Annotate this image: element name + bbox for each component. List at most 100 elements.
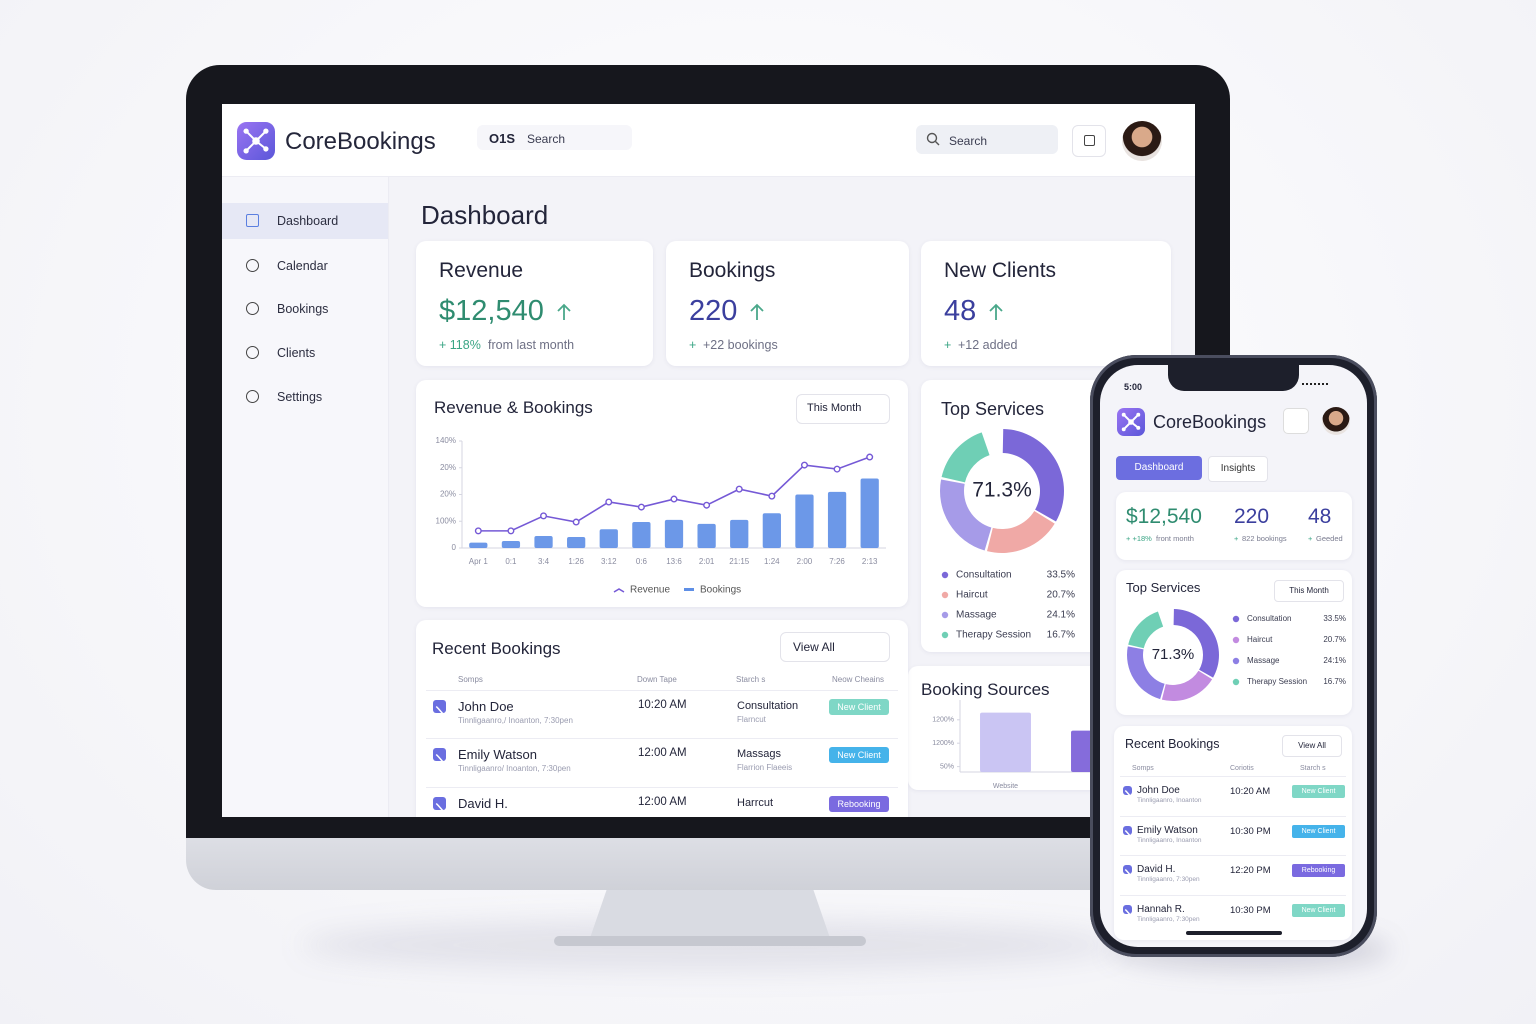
status-tag: Rebooking [1292,864,1345,877]
stat-card: Bookings 220 + +22 bookings [666,241,909,366]
view-all-button[interactable]: View All [1282,735,1342,757]
view-all-label: View All [793,640,835,654]
logo [237,122,275,160]
booking-time: 10:30 PM [1230,826,1271,837]
stat-label: Bookings [689,259,776,282]
bar [632,522,651,548]
bar [697,523,716,548]
legend-dot [941,591,949,599]
booking-time: 12:20 PM [1230,865,1271,876]
nav-item[interactable]: Calendar [277,259,328,273]
org-switch[interactable] [477,125,632,150]
legend-label: Massage [1247,656,1280,665]
chart-card: Revenue & Bookings This Month 0 100% 20% 20% 1… [416,380,908,607]
logo-icon [1121,412,1141,432]
stat-note: front month [1156,534,1194,543]
column-header: Coriotis [1230,765,1254,772]
nav-item[interactable]: Dashboard [277,214,339,228]
chart-card: Top Services This Month 71.3% Consultation 3… [1116,570,1352,715]
stat-card: New Clients 48 + +12 added [921,241,1171,366]
point [474,527,482,535]
legend-label: Bookings [700,585,741,596]
org-name: O1S [489,131,516,146]
row-divider [1120,776,1346,777]
client-name: Hannah R. [1137,904,1185,915]
point [507,527,515,535]
bar [501,541,521,548]
donut-center-label: 71.3% [1152,646,1195,663]
checkbox-tick [435,705,444,713]
status-tag: New Client [1292,825,1345,838]
legend-label: Therapy Session [956,630,1031,641]
checkbox-tick [1124,829,1131,835]
period-select[interactable]: This Month [1274,580,1344,602]
stat-note: +12 added [958,338,1018,352]
donut-hole [966,455,1038,527]
chart-title: Top Services [941,399,1045,419]
legend-value: 16.7% [1047,630,1075,641]
legend-value: 20.7% [1047,590,1075,601]
service-detail: Flarrion Flaeeis [737,763,793,772]
section-title: Recent Bookings [1125,737,1220,751]
period-select[interactable] [796,394,890,424]
legend-dot [1232,678,1240,686]
stat-card: Revenue $12,540 + 118% from last month [416,241,653,366]
calendar-button[interactable] [1072,125,1106,157]
point [703,501,711,509]
checkbox [1123,865,1132,874]
legend-dot [1232,657,1240,665]
notch [1168,365,1299,391]
logo-dot [243,128,249,134]
services-chart: 71.3% Consultation 33.5% Haircut 20.7% Massag… [1127,609,1346,701]
tab[interactable]: Insights [1208,456,1268,482]
logo-dot [243,148,249,154]
phone-screen: 5:00 CoreBookings Dashboard Insights $12,540… [1100,365,1367,947]
status-tag: New Client [1292,785,1345,798]
search-box[interactable] [916,125,1058,154]
view-all-button[interactable] [780,632,890,662]
legend-dot [1232,615,1240,623]
bar [469,542,488,548]
nav-item[interactable]: Bookings [277,302,329,316]
row-divider [426,738,898,739]
checkbox [433,797,446,810]
legend-label: Revenue [630,585,670,596]
nav-icon [246,390,259,403]
tab[interactable]: Dashboard [1116,456,1202,480]
stat-label: New Clients [944,259,1057,282]
trend-arrow-shape [750,303,764,320]
legend-label: Consultation [956,570,1012,581]
nav-item[interactable]: Clients [277,346,316,360]
nav-item[interactable]: Settings [277,390,323,404]
calendar-icon [1084,135,1095,146]
point [670,495,678,503]
checkbox-tick [435,802,444,810]
row-divider [1120,855,1346,856]
search-icon [926,132,940,146]
status-tag: Rebooking [829,796,889,812]
column-header: Somps [458,675,483,684]
nav-icon [246,214,259,227]
stat-value: $12,540 [439,295,544,327]
stat-note-prefix: + [1234,534,1239,543]
y-tick-label: 1200% [932,717,954,724]
stat-value: $12,540 [1126,505,1202,528]
chart-title: Revenue & Bookings [434,398,593,417]
bar [795,494,814,548]
checkbox [1123,826,1132,835]
x-tick-label: 3:12 [601,557,617,566]
row-divider [1120,816,1346,817]
monitor-stand [554,880,866,946]
donut-segment [1128,611,1164,649]
client-name: David H. [458,796,508,811]
checkbox [433,748,446,761]
icon-button[interactable] [1283,408,1309,434]
checkbox [1123,786,1132,795]
service-name: Massags [737,748,782,760]
bar [567,537,586,548]
legend-value: 24.1% [1047,610,1075,621]
donut-center-label: 71.3% [972,479,1032,502]
point [866,453,874,461]
bar [827,491,847,548]
checkbox-box [433,748,446,761]
